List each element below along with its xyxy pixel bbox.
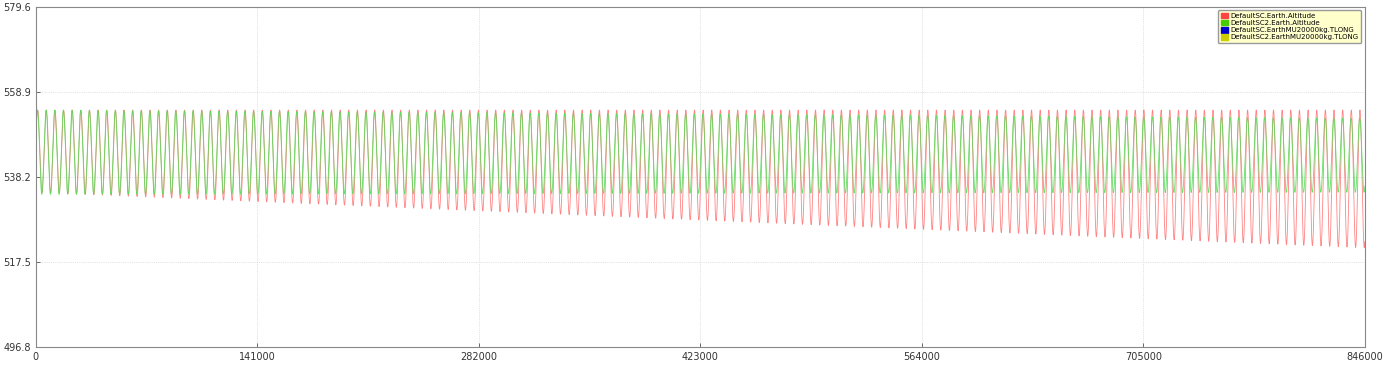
Legend: DefaultSC.Earth.Altitude, DefaultSC2.Earth.Altitude, DefaultSC.EarthMU20000kg.TL: DefaultSC.Earth.Altitude, DefaultSC2.Ear… — [1218, 10, 1361, 43]
